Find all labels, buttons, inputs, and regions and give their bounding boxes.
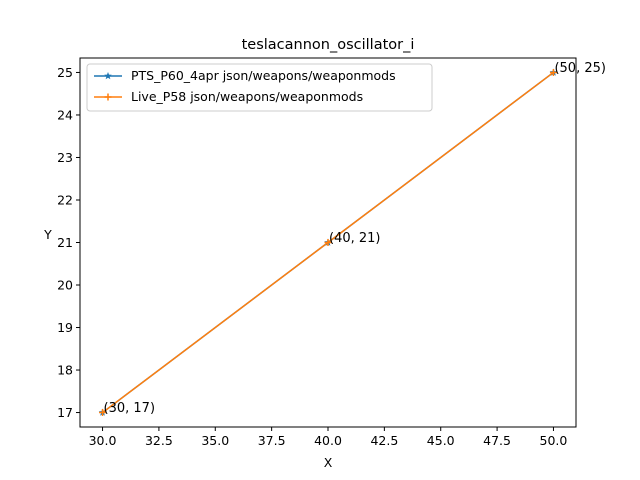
x-tick-label: 40.0 <box>314 433 342 448</box>
legend-star-marker <box>104 72 112 80</box>
y-tick-label: 18 <box>57 363 73 378</box>
data-point-plus <box>99 409 107 417</box>
y-axis-ticks: 17 18 19 20 21 22 23 24 25 <box>57 65 80 420</box>
y-tick-label: 20 <box>57 278 73 293</box>
legend-plus-marker <box>104 93 112 101</box>
y-tick-label: 25 <box>57 65 73 80</box>
legend-label-live-p58: Live_P58 json/weapons/weaponmods <box>131 89 363 104</box>
chart-title: teslacannon_oscillator_i <box>242 37 415 53</box>
y-tick-label: 23 <box>57 150 73 165</box>
x-tick-label: 47.5 <box>483 433 511 448</box>
plot-area: (30, 17) (40, 21) (50, 25) <box>98 61 606 417</box>
y-tick-label: 24 <box>57 107 73 122</box>
y-tick-label: 17 <box>57 405 73 420</box>
x-tick-label: 50.0 <box>540 433 568 448</box>
data-label: (30, 17) <box>104 401 156 416</box>
x-tick-label: 42.5 <box>370 433 398 448</box>
legend-label-pts-p60: PTS_P60_4apr json/weapons/weaponmods <box>131 68 396 83</box>
x-axis-label: X <box>324 455 333 470</box>
plot-frame <box>79 57 577 428</box>
legend-box <box>86 63 433 112</box>
x-tick-label: 45.0 <box>427 433 455 448</box>
y-axis-label: Y <box>43 227 52 242</box>
data-point-plus <box>324 239 332 246</box>
data-label: (40, 21) <box>329 231 381 246</box>
y-tick-label: 21 <box>57 235 73 250</box>
x-tick-label: 37.5 <box>258 433 286 448</box>
x-tick-label: 32.5 <box>145 433 173 448</box>
data-label: (50, 25) <box>554 61 606 76</box>
x-tick-label: 30.0 <box>89 433 117 448</box>
x-axis-ticks: 30.0 32.5 35.0 37.5 40.0 42.5 45.0 47.5 50.0 <box>89 427 568 448</box>
data-point-plus <box>549 68 557 76</box>
x-tick-label: 35.0 <box>201 433 229 448</box>
legend: PTS_P60_4apr json/weapons/weaponmods Liv… <box>86 63 433 112</box>
y-tick-label: 22 <box>57 192 73 207</box>
y-tick-label: 19 <box>57 320 73 335</box>
